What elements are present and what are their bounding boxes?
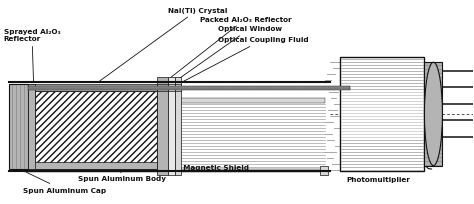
Text: Packed Al₂O₃ Reflector: Packed Al₂O₃ Reflector [164, 17, 292, 83]
Bar [320, 166, 328, 176]
Text: Optical Window: Optical Window [173, 26, 282, 83]
Bar [175, 85, 181, 92]
Text: NaI(Tl) Crystal: NaI(Tl) Crystal [98, 8, 228, 83]
Bar [35, 92, 157, 169]
Bar [27, 99, 325, 103]
Bar [27, 85, 35, 169]
Bar [168, 78, 175, 176]
Bar [424, 63, 442, 166]
Bar [175, 78, 181, 176]
Bar [27, 169, 325, 172]
Text: Spun Aluminum Body: Spun Aluminum Body [79, 171, 166, 182]
Bar [9, 85, 27, 169]
Bar [27, 87, 350, 91]
Bar [27, 85, 157, 92]
Text: Photomultiplier: Photomultiplier [346, 171, 410, 183]
Bar [340, 58, 424, 171]
Text: Sprayed Al₂O₃
Reflector: Sprayed Al₂O₃ Reflector [4, 29, 60, 82]
Bar [168, 85, 175, 92]
Text: Mumetal Magnetic Shield: Mumetal Magnetic Shield [145, 164, 249, 170]
Text: Spun Aluminum Cap: Spun Aluminum Cap [21, 170, 106, 193]
Ellipse shape [424, 63, 442, 166]
Bar [27, 162, 157, 169]
Bar [157, 78, 168, 176]
Text: Optical Coupling Fluid: Optical Coupling Fluid [181, 37, 309, 83]
Bar [157, 85, 168, 92]
